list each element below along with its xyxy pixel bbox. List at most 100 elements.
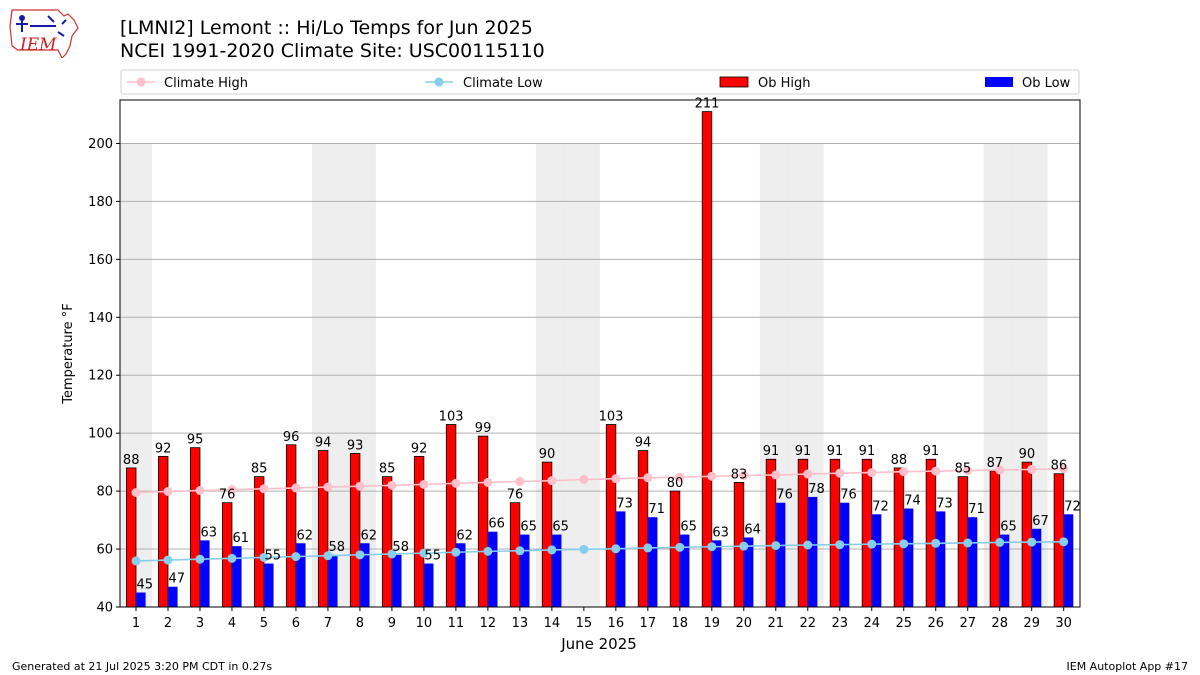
ob-low-bar [1063,514,1074,607]
climate-high-point [643,473,653,483]
ob-low-label: 73 [936,496,953,511]
x-tick-label: 5 [260,616,268,631]
y-tick-label: 80 [96,485,113,500]
logo-text: IEM [19,35,57,55]
generated-note: Generated at 21 Jul 2025 3:20 PM CDT in … [12,660,273,673]
ob-high-bar [477,435,489,608]
climate-high-point [291,483,301,493]
x-tick-label: 10 [416,616,433,631]
ob-low-label: 71 [968,502,985,517]
x-tick-label: 2 [164,616,172,631]
x-tick-label: 20 [736,616,753,631]
bars [125,111,1074,608]
ob-low-label: 58 [392,540,409,555]
ob-low-bar [935,511,946,607]
legend-ob-low-swatch [985,77,1013,87]
climate-low-point [547,545,557,555]
ob-low-bar [743,537,754,607]
x-tick-label: 14 [544,616,561,631]
ob-low-label: 76 [840,488,857,503]
ob-high-label: 103 [439,409,464,424]
ob-low-label: 63 [200,525,217,540]
ob-low-bar [775,502,786,607]
ob-high-label: 94 [315,436,332,451]
climate-low-line [135,541,1064,562]
climate-low-point [355,550,365,560]
ob-low-label: 65 [680,520,697,535]
x-tick-label: 16 [608,616,625,631]
climate-low-point [867,539,877,549]
climate-low-point [291,552,301,562]
x-tick-label: 17 [640,616,657,631]
climate-low-point [675,542,685,552]
y-tick-label: 60 [96,543,113,558]
ob-high-label: 95 [187,433,204,448]
climate-high-line [135,468,1064,494]
y-tick-label: 200 [88,137,113,152]
climate-high-point [835,468,845,478]
ob-high-label: 91 [859,444,876,459]
climate-low-point [739,541,749,551]
ob-low-bar [391,554,402,607]
ob-high-label: 93 [347,438,364,453]
climate-lines [131,464,1069,566]
y-tick-label: 140 [88,311,113,326]
y-tick-label: 180 [88,195,113,210]
legend-ob-high-label: Ob High [758,76,811,91]
ob-low-label: 72 [872,499,889,514]
climate-low-point [771,541,781,551]
ob-low-bar [135,592,146,607]
ob-low-bar [423,563,434,607]
climate-low-point [579,544,589,554]
climate-high-point [899,467,909,477]
x-tick-label: 19 [704,616,721,631]
ob-low-label: 76 [776,488,793,503]
ob-low-label: 64 [744,522,761,537]
ob-high-label: 92 [411,441,428,456]
climate-high-point [451,478,461,488]
climate-high-point [131,488,141,498]
x-tick-label: 8 [356,616,364,631]
climate-high-point [195,486,205,496]
ob-high-label: 94 [635,436,652,451]
ob-low-label: 65 [1000,520,1017,535]
legend-climate-high-label: Climate High [164,76,248,91]
ob-low-bar [327,554,338,607]
x-tick-label: 23 [831,616,848,631]
ob-high-label: 87 [987,456,1004,471]
climate-high-point [323,482,333,492]
x-tick-label: 27 [959,616,976,631]
climate-high-point [1027,464,1037,474]
ob-low-label: 47 [169,572,186,587]
legend-box [120,69,1080,95]
ob-high-label: 91 [795,444,812,459]
ob-low-bar [807,496,818,607]
climate-low-point [419,548,429,558]
climate-high-point [867,468,877,478]
ob-high-label: 85 [955,462,972,477]
x-tick-label: 7 [324,616,332,631]
ob-low-label: 62 [360,528,377,543]
x-tick-label: 24 [863,616,880,631]
y-tick-label: 100 [88,427,113,442]
ob-high-label: 91 [923,444,940,459]
climate-high-point [579,475,589,485]
climate-low-point [483,546,493,556]
ob-low-bar [551,534,562,607]
ob-high-bar [1021,461,1033,608]
climate-low-point [227,553,237,563]
ob-high-bar [797,458,809,608]
climate-low-point [163,555,173,565]
ob-high-bar [317,450,329,608]
ob-low-bar [263,563,274,607]
climate-low-point [803,540,813,550]
ob-low-bar [839,502,850,607]
climate-high-point [163,486,173,496]
ob-low-bar [199,540,210,607]
climate-high-point [611,474,621,484]
ob-low-bar [615,511,626,607]
ob-low-bar [871,514,882,607]
ob-high-bar [701,111,713,608]
y-tick-label: 160 [88,253,113,268]
